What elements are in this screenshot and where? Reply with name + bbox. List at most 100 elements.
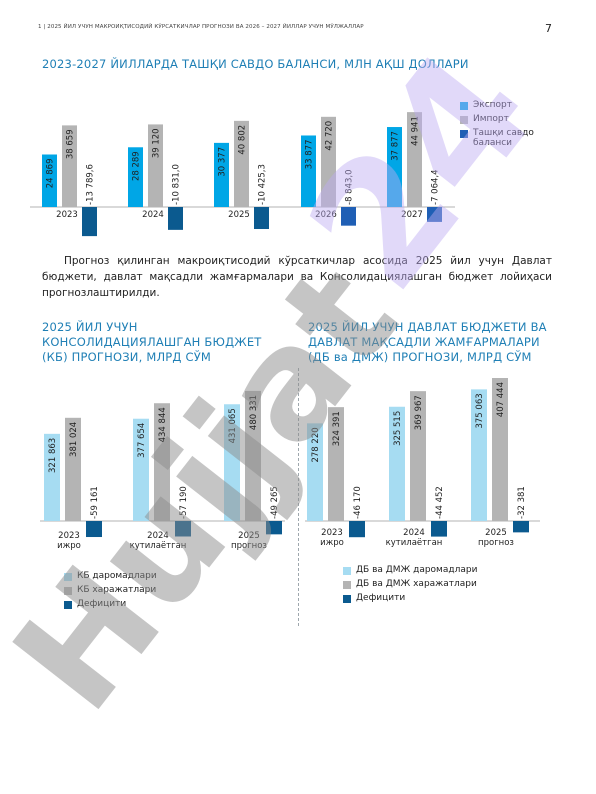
consolidated-budget-legend: КБ даромадлари КБ харажатлари Дефицити xyxy=(64,571,264,613)
bar-expense-2024 xyxy=(154,403,170,521)
legend-item: КБ даромадлари xyxy=(64,571,264,581)
category-sublabel: ижро xyxy=(320,538,344,548)
category-sublabel: прогноз xyxy=(231,541,267,551)
data-label: 42 720 xyxy=(325,121,335,151)
data-label: 369 967 xyxy=(414,395,424,430)
legend-label: Экспорт xyxy=(473,100,513,110)
data-label: 38 659 xyxy=(66,129,76,159)
bar-balance-2023 xyxy=(86,521,102,538)
legend-item: ДБ ва ДМЖ харажатлари xyxy=(343,579,563,589)
legend-label: КБ харажатлари xyxy=(77,585,157,595)
category-label: 2023 xyxy=(321,528,343,538)
bar-balance-2024 xyxy=(175,521,191,537)
bar-expense-2026 xyxy=(321,116,336,207)
bar-expense-2023 xyxy=(328,407,344,521)
data-label: 375 063 xyxy=(475,393,485,428)
column-divider xyxy=(298,368,299,626)
bar-revenue-2024 xyxy=(128,147,143,207)
legend-label: КБ даромадлари xyxy=(77,571,157,581)
state-budget-legend: ДБ ва ДМЖ даромадлари ДБ ва ДМЖ харажатла… xyxy=(343,565,563,607)
data-label: 24 869 xyxy=(46,158,56,188)
legend-swatch xyxy=(343,595,351,603)
data-label: 39 120 xyxy=(152,128,162,158)
bar-balance-2025 xyxy=(266,521,282,535)
bar-revenue-2025 xyxy=(471,389,487,521)
consolidated-budget-chart-title: 2025 ЙИЛ УЧУН КОНСОЛИДАЦИЯЛАШГАН БЮДЖЕТ … xyxy=(42,320,262,364)
legend-item: Экспорт xyxy=(460,100,555,110)
legend-item: Ташқи савдо баланси xyxy=(460,128,555,148)
bar-revenue-2025 xyxy=(224,404,240,521)
legend-item: КБ харажатлари xyxy=(64,585,264,595)
data-label: 40 802 xyxy=(238,125,248,155)
body-paragraph: Прогноз қилинган макроиқтисодий кўрсатки… xyxy=(42,255,552,299)
bar-revenue-2023 xyxy=(44,433,60,521)
data-label: 324 391 xyxy=(332,411,342,446)
legend-swatch xyxy=(460,116,468,124)
category-sublabel: кутилаётган xyxy=(386,538,443,548)
bar-revenue-2023 xyxy=(42,154,57,207)
legend-swatch xyxy=(460,102,468,110)
bar-revenue-2024 xyxy=(133,418,149,521)
data-label: 44 941 xyxy=(411,116,421,146)
legend-label: Импорт xyxy=(473,114,509,124)
page-number: 7 xyxy=(545,22,552,35)
bar-balance-2025 xyxy=(513,521,529,533)
legend-item: Импорт xyxy=(460,114,555,124)
bar-expense-2027 xyxy=(407,112,422,207)
bar-revenue-2026 xyxy=(301,135,316,207)
category-label: 2024 xyxy=(403,528,425,538)
data-label: -32 381 xyxy=(517,486,527,519)
bar-balance-2024 xyxy=(431,521,447,537)
bar-expense-2025 xyxy=(234,120,249,207)
bar-revenue-2024 xyxy=(389,406,405,521)
bar-balance-2024 xyxy=(168,207,183,230)
legend-label: Дефицити xyxy=(77,599,127,609)
data-label: -46 170 xyxy=(353,486,363,519)
data-label: -59 161 xyxy=(90,486,100,519)
trade-balance-chart-title: 2023-2027 ЙИЛЛАРДА ТАШҚИ САВДО БАЛАНСИ, … xyxy=(42,57,469,71)
legend-swatch xyxy=(64,601,72,609)
legend-swatch xyxy=(343,581,351,589)
category-label: 2027 xyxy=(401,210,423,220)
data-label: 407 444 xyxy=(496,382,506,417)
data-label: 381 024 xyxy=(69,422,79,457)
legend-item: ДБ ва ДМЖ даромадлари xyxy=(343,565,563,575)
data-label: 33 877 xyxy=(305,139,315,169)
bar-revenue-2025 xyxy=(214,142,229,207)
data-label: 278 220 xyxy=(311,427,321,462)
bar-balance-2026 xyxy=(341,207,356,226)
bar-expense-2025 xyxy=(245,390,261,521)
category-label: 2026 xyxy=(315,210,337,220)
bar-balance-2023 xyxy=(82,207,97,237)
data-label: -8 843,0 xyxy=(345,169,355,205)
data-label: -57 190 xyxy=(179,486,189,519)
legend-swatch xyxy=(343,567,351,575)
bar-expense-2024 xyxy=(148,124,163,207)
state-budget-chart-title: 2025 ЙИЛ УЧУН ДАВЛАТ БЮДЖЕТИ ВА ДАВЛАТ М… xyxy=(308,320,547,364)
bar-expense-2025 xyxy=(492,378,508,521)
data-label: 37 877 xyxy=(391,131,401,161)
category-label: 2025 xyxy=(485,528,507,538)
category-sublabel: кутилаётган xyxy=(130,541,187,551)
data-label: 431 065 xyxy=(228,408,238,443)
category-label: 2025 xyxy=(228,210,250,220)
bar-revenue-2023 xyxy=(307,423,323,521)
data-label: 28 289 xyxy=(132,151,142,181)
legend-item: Дефицити xyxy=(64,599,264,609)
bar-balance-2025 xyxy=(254,207,269,230)
bar-revenue-2027 xyxy=(387,127,402,207)
legend-label: ДБ ва ДМЖ даромадлари xyxy=(356,565,478,575)
category-sublabel: прогноз xyxy=(478,538,514,548)
data-label: -49 265 xyxy=(270,486,280,519)
category-sublabel: ижро xyxy=(57,541,81,551)
legend-swatch xyxy=(64,573,72,581)
category-label: 2023 xyxy=(58,531,80,541)
bar-balance-2027 xyxy=(427,207,442,222)
data-label: 480 331 xyxy=(249,395,259,430)
data-label: 321 863 xyxy=(48,438,58,473)
category-label: 2024 xyxy=(142,210,164,220)
bar-expense-2024 xyxy=(410,391,426,521)
legend-label: Ташқи савдо баланси xyxy=(473,128,534,148)
